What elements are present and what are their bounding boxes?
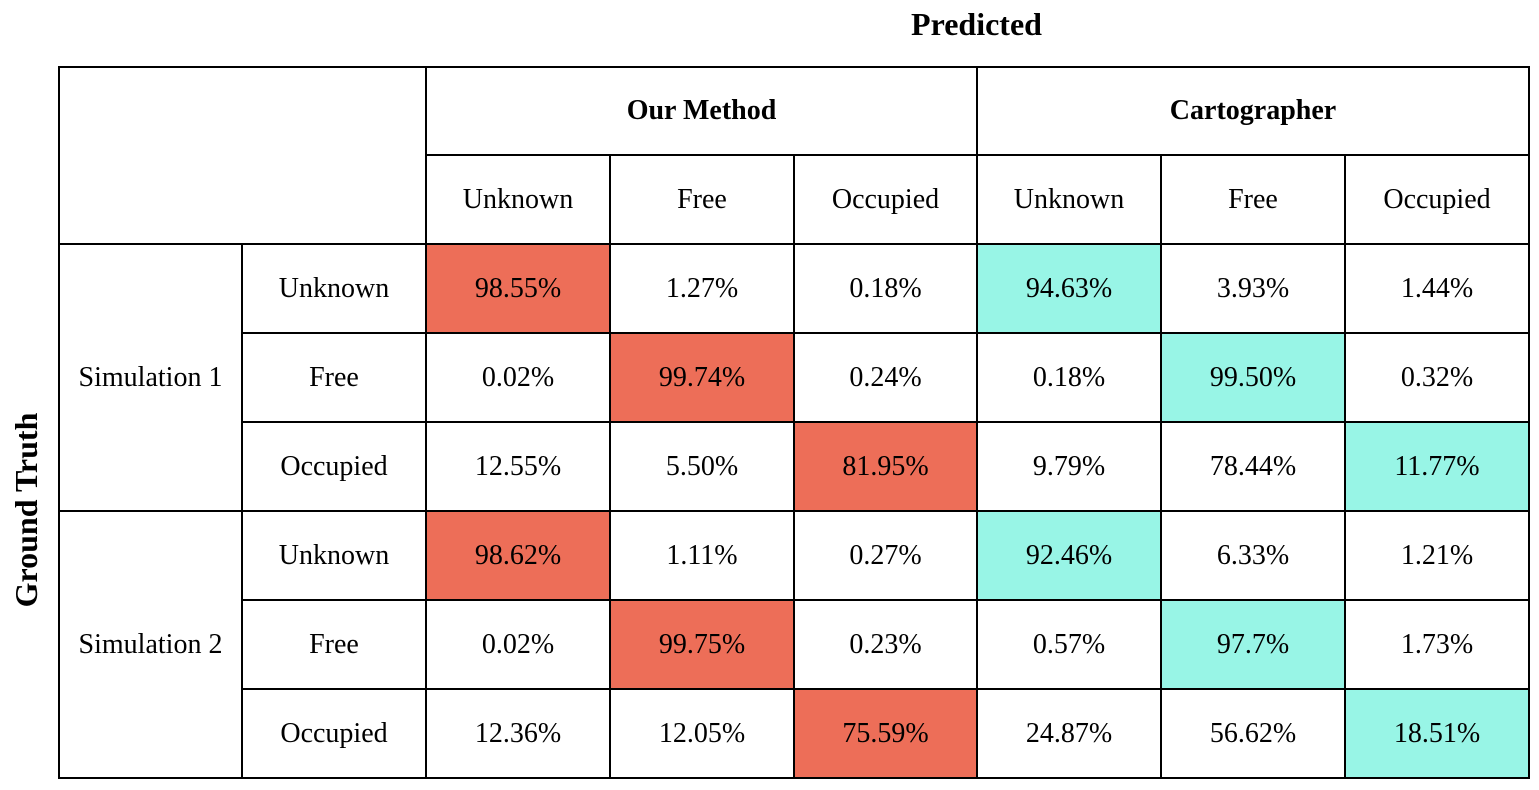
value-cell: 99.75% [609,599,795,690]
group-label-simulation-2: Simulation 2 [58,510,243,779]
value-cell: 0.32% [1344,332,1530,423]
row-label: Free [241,332,427,423]
value-cell: 0.57% [976,599,1162,690]
value-cell: 0.24% [793,332,978,423]
value-cell: 78.44% [1160,421,1346,512]
value-cell: 0.18% [793,243,978,334]
value-cell: 24.87% [976,688,1162,779]
value-cell: 1.21% [1344,510,1530,601]
row-label: Occupied [241,421,427,512]
value-cell: 81.95% [793,421,978,512]
value-cell: 75.59% [793,688,978,779]
value-cell: 0.27% [793,510,978,601]
value-cell: 0.18% [976,332,1162,423]
value-cell: 56.62% [1160,688,1346,779]
column-header-occupied: Occupied [793,154,978,245]
value-cell: 94.63% [976,243,1162,334]
value-cell: 12.36% [425,688,611,779]
predicted-title: Predicted [911,6,1042,42]
row-label: Unknown [241,243,427,334]
ground-truth-title: Ground Truth [8,412,44,608]
value-cell: 92.46% [976,510,1162,601]
column-header-unknown: Unknown [976,154,1162,245]
value-cell: 98.62% [425,510,611,601]
ground-truth-label-wrap: Ground Truth [0,244,52,777]
value-cell: 1.73% [1344,599,1530,690]
column-header-free: Free [1160,154,1346,245]
value-cell: 99.50% [1160,332,1346,423]
value-cell: 1.11% [609,510,795,601]
value-cell: 12.05% [609,688,795,779]
value-cell: 6.33% [1160,510,1346,601]
row-label: Occupied [241,688,427,779]
value-cell: 11.77% [1344,421,1530,512]
value-cell: 98.55% [425,243,611,334]
method-header-cartographer: Cartographer [976,66,1530,156]
value-cell: 1.44% [1344,243,1530,334]
value-cell: 12.55% [425,421,611,512]
column-header-unknown: Unknown [425,154,611,245]
group-label-simulation-1: Simulation 1 [58,243,243,512]
value-cell: 0.02% [425,332,611,423]
value-cell: 5.50% [609,421,795,512]
row-label: Unknown [241,510,427,601]
empty-corner-cell [58,66,427,245]
value-cell: 99.74% [609,332,795,423]
value-cell: 18.51% [1344,688,1530,779]
method-header-our-method: Our Method [425,66,978,156]
column-header-free: Free [609,154,795,245]
value-cell: 1.27% [609,243,795,334]
value-cell: 3.93% [1160,243,1346,334]
value-cell: 9.79% [976,421,1162,512]
column-header-occupied: Occupied [1344,154,1530,245]
value-cell: 0.02% [425,599,611,690]
row-label: Free [241,599,427,690]
value-cell: 97.7% [1160,599,1346,690]
value-cell: 0.23% [793,599,978,690]
confusion-matrix-table: Our Method Cartographer Unknown Free Occ… [58,66,1530,779]
